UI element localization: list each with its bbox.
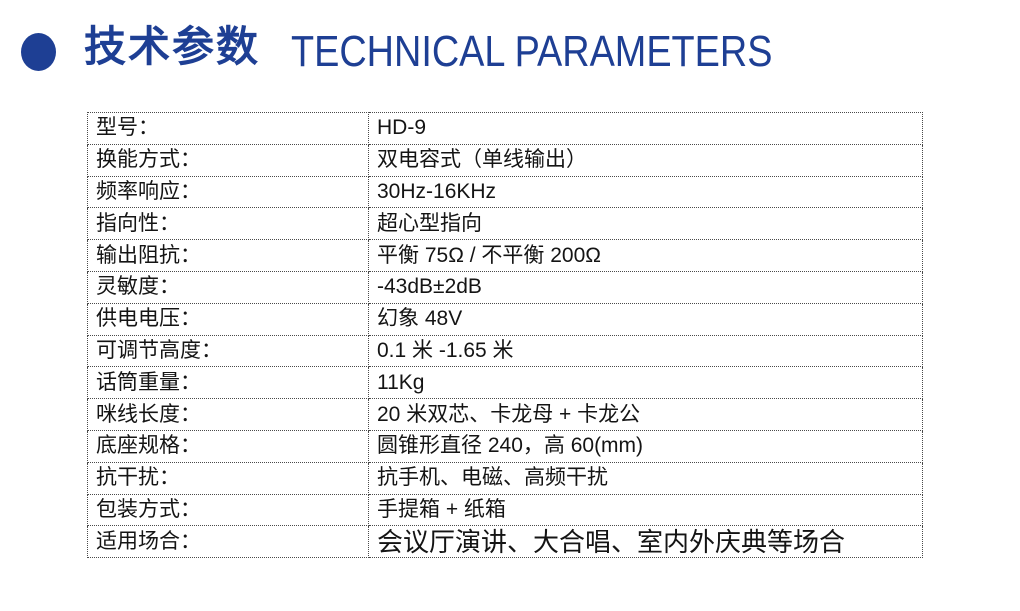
table-row: 型号： HD-9 bbox=[87, 112, 923, 145]
spec-label: 可调节高度： bbox=[87, 334, 369, 368]
table-row: 底座规格： 圆锥形直径 240，高 60(mm) bbox=[87, 429, 923, 463]
spec-value: 0.1 米 -1.65 米 bbox=[368, 334, 923, 368]
spec-value: 手提箱 + 纸箱 bbox=[368, 493, 923, 527]
spec-label: 底座规格： bbox=[87, 429, 369, 463]
spec-value: 20 米双芯、卡龙母 + 卡龙公 bbox=[368, 398, 923, 431]
table-row: 话筒重量： 11Kg bbox=[87, 366, 923, 400]
spec-value: 平衡 75Ω / 不平衡 200Ω bbox=[368, 239, 923, 272]
spec-label: 咪线长度： bbox=[87, 398, 369, 431]
spec-value: 圆锥形直径 240，高 60(mm) bbox=[368, 429, 923, 463]
spec-value: 30Hz-16KHz bbox=[368, 175, 923, 209]
spec-label: 型号： bbox=[87, 112, 369, 145]
table-row: 抗干扰： 抗手机、电磁、高频干扰 bbox=[87, 461, 923, 495]
table-row: 指向性： 超心型指向 bbox=[87, 207, 923, 241]
spec-label: 包装方式： bbox=[87, 493, 369, 527]
spec-label: 指向性： bbox=[87, 207, 369, 241]
table-row: 频率响应： 30Hz-16KHz bbox=[87, 175, 923, 209]
table-row: 咪线长度： 20 米双芯、卡龙母 + 卡龙公 bbox=[87, 398, 923, 431]
spec-label: 话筒重量： bbox=[87, 366, 369, 400]
table-row: 包装方式： 手提箱 + 纸箱 bbox=[87, 493, 923, 527]
page-title-chinese: 技术参数 bbox=[84, 23, 261, 70]
table-row: 换能方式： 双电容式（单线输出） bbox=[87, 143, 923, 177]
spec-value: 抗手机、电磁、高频干扰 bbox=[368, 461, 923, 495]
table-row: 输出阻抗： 平衡 75Ω / 不平衡 200Ω bbox=[87, 239, 923, 272]
spec-value: 会议厅演讲、大合唱、室内外庆典等场合 bbox=[368, 525, 923, 559]
table-row: 可调节高度： 0.1 米 -1.65 米 bbox=[87, 334, 923, 368]
table-row: 适用场合： 会议厅演讲、大合唱、室内外庆典等场合 bbox=[87, 525, 923, 559]
spec-label: 抗干扰： bbox=[87, 461, 369, 495]
spec-label: 输出阻抗： bbox=[87, 239, 369, 272]
spec-label: 适用场合： bbox=[87, 525, 369, 559]
spec-label: 灵敏度： bbox=[87, 270, 369, 304]
spec-value: -43dB±2dB bbox=[368, 270, 923, 304]
page-title-english: TECHNICAL PARAMETERS bbox=[291, 27, 773, 76]
spec-value: 11Kg bbox=[368, 366, 923, 400]
circle-bullet-icon bbox=[21, 33, 56, 71]
spec-label: 供电电压： bbox=[87, 302, 369, 336]
spec-label: 频率响应： bbox=[87, 175, 369, 209]
spec-value: 幻象 48V bbox=[368, 302, 923, 336]
table-row: 灵敏度： -43dB±2dB bbox=[87, 270, 923, 304]
technical-parameters-table: 型号： HD-9 换能方式： 双电容式（单线输出） 频率响应： 30Hz-16K… bbox=[87, 112, 923, 559]
spec-value: 双电容式（单线输出） bbox=[368, 143, 923, 177]
spec-value: HD-9 bbox=[368, 112, 923, 145]
spec-label: 换能方式： bbox=[87, 143, 369, 177]
table-row: 供电电压： 幻象 48V bbox=[87, 302, 923, 336]
spec-value: 超心型指向 bbox=[368, 207, 923, 241]
